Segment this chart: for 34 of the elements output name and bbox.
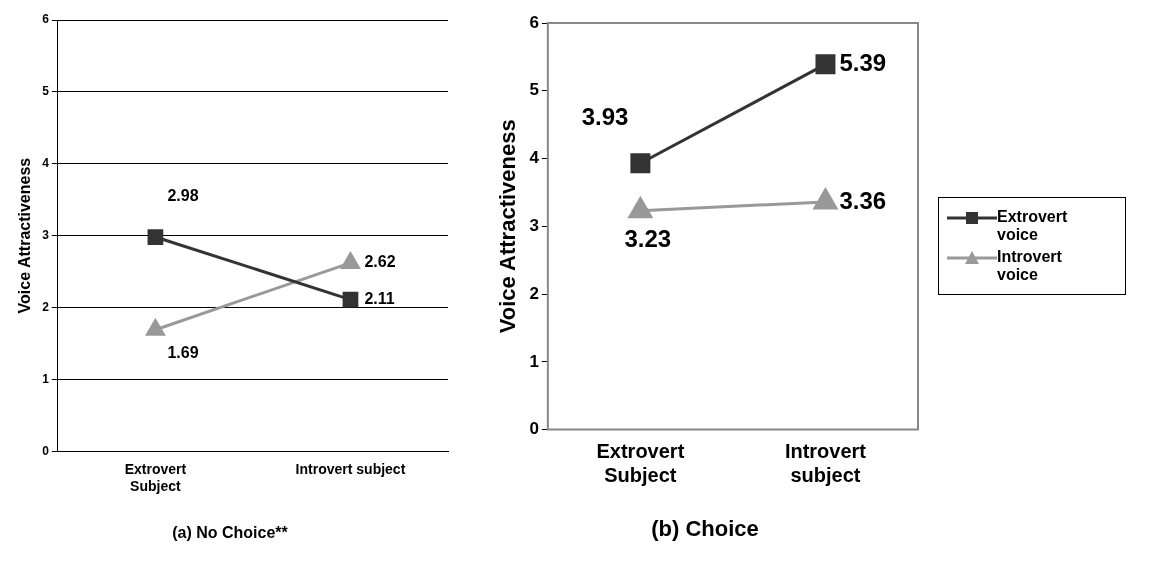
y-tick-label: 2 xyxy=(529,283,539,303)
point xyxy=(342,291,359,308)
legend-label: Introvert voice xyxy=(997,247,1063,284)
y-tick-label: 3 xyxy=(42,227,50,242)
y-tick-label: 4 xyxy=(42,156,50,171)
data-label: 5.39 xyxy=(839,48,887,76)
y-tick-label: 4 xyxy=(529,148,540,168)
y-tick-label: 6 xyxy=(42,12,50,27)
y-tick-label: 1 xyxy=(42,371,50,386)
legend-label: Extrovert voice xyxy=(997,207,1068,244)
y-tick-label: 5 xyxy=(529,80,539,100)
x-tick-label: Extrovert Subject xyxy=(124,461,187,495)
y-tick-label: 0 xyxy=(529,419,539,439)
x-tick-label: Extrovert Subject xyxy=(596,440,685,487)
data-label: 3.93 xyxy=(581,102,629,130)
y-tick-label: 5 xyxy=(42,84,50,99)
data-label: 3.36 xyxy=(839,186,887,214)
y-tick-label: 0 xyxy=(42,443,50,458)
y-tick-label: 6 xyxy=(529,12,539,32)
text: (a) No Choice** xyxy=(172,523,289,541)
data-label: 2.11 xyxy=(364,289,395,307)
y-axis-title: Voice Attractiveness xyxy=(16,157,34,314)
point xyxy=(147,229,164,245)
y-tick-label: 2 xyxy=(42,299,50,314)
x-tick-label: Introvert subject xyxy=(784,440,867,487)
data-label: 2.98 xyxy=(167,187,199,205)
data-label: 2.62 xyxy=(364,253,396,271)
y-tick-label: 3 xyxy=(529,215,539,235)
x-tick-label: Introvert subject xyxy=(295,461,406,478)
y-tick-label: 1 xyxy=(529,351,539,371)
data-label: 3.23 xyxy=(624,225,672,253)
text: (b) Choice xyxy=(651,515,759,541)
y-axis-title: Voice Attractiveness xyxy=(495,119,521,334)
data-label: 1.69 xyxy=(167,344,199,362)
